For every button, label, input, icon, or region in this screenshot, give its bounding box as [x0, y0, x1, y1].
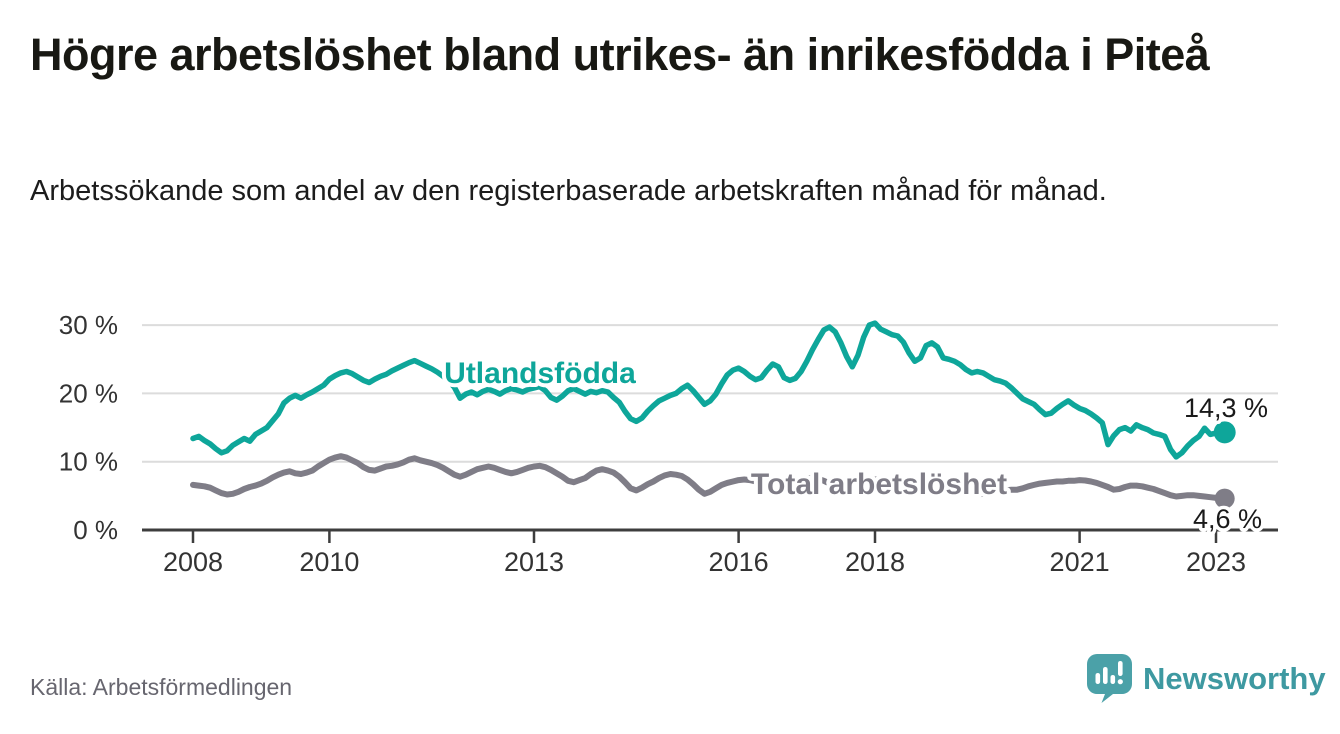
newsworthy-wordmark: Newsworthy	[1143, 660, 1326, 696]
end-dot-total	[1214, 488, 1235, 509]
series-line-utlandsfodda	[190, 320, 1225, 460]
page-title: Högre arbetslöshet bland utrikes- än inr…	[30, 29, 1210, 80]
newsworthy-logo: Newsworthy	[1087, 654, 1326, 703]
end-label-utlandsfodda: 14,3 %	[1184, 393, 1268, 423]
x-axis-label: 2008	[163, 547, 223, 577]
y-axis-label: 30 %	[59, 310, 118, 340]
series-label-utlandsfodda: Utlandsfödda	[444, 357, 636, 390]
y-axis-label: 20 %	[59, 378, 118, 408]
series-label-total: Total arbetslöshet	[751, 468, 1007, 501]
end-dot-utlandsfodda	[1213, 421, 1236, 444]
x-axis-label: 2013	[504, 547, 564, 577]
y-axis-label: 10 %	[59, 447, 118, 477]
series-line-total	[190, 453, 1225, 502]
y-axis-label: 0 %	[73, 515, 118, 545]
x-axis-label: 2021	[1050, 547, 1110, 577]
source-text: Källa: Arbetsförmedlingen	[30, 674, 293, 700]
x-axis-label: 2016	[709, 547, 769, 577]
x-axis-label: 2023	[1186, 547, 1246, 577]
page-subtitle: Arbetssökande som andel av den registerb…	[30, 175, 1107, 207]
x-axis-label: 2018	[845, 547, 905, 577]
newsworthy-icon	[1087, 654, 1132, 703]
x-axis-label: 2010	[299, 547, 359, 577]
end-label-total: 4,6 %	[1193, 504, 1262, 534]
